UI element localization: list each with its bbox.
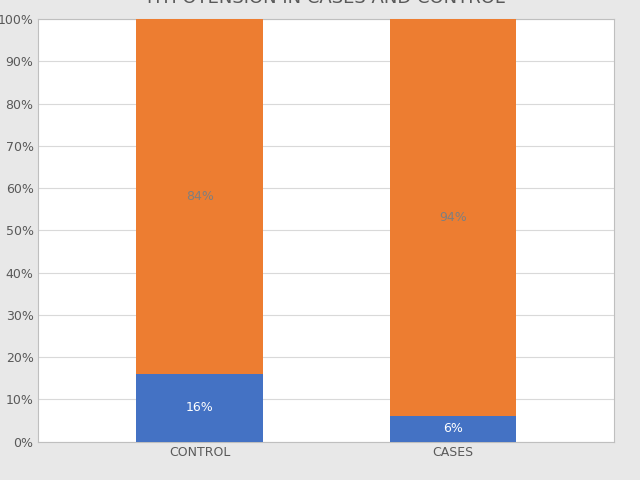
- Text: 84%: 84%: [186, 190, 214, 203]
- Bar: [390, 416, 516, 442]
- Bar: [136, 374, 263, 442]
- Title: HYPOTENSION IN CASES AND CONTROL: HYPOTENSION IN CASES AND CONTROL: [147, 0, 506, 7]
- Bar: [390, 19, 516, 416]
- Text: 94%: 94%: [439, 211, 467, 224]
- Text: 6%: 6%: [443, 422, 463, 435]
- Bar: [136, 19, 263, 374]
- Text: 16%: 16%: [186, 401, 214, 414]
